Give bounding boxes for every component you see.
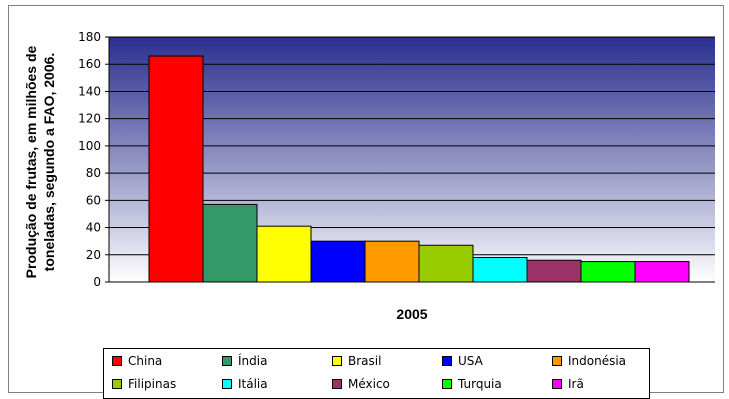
y-tick-label: 0	[93, 275, 101, 289]
legend-item: México	[332, 377, 390, 391]
y-tick-label: 180	[78, 30, 101, 44]
chart-frame: 0 20 40 60 80 100 120 140 160 180 Produção de fru…	[8, 5, 724, 399]
legend-label: Irã	[568, 377, 584, 391]
legend-swatch	[332, 379, 342, 389]
legend-swatch	[112, 379, 122, 389]
bar-3	[256, 225, 312, 283]
legend-label: Turquia	[458, 377, 502, 391]
legend-label: Indonésia	[568, 354, 627, 368]
bar-5	[364, 240, 420, 283]
y-tick-label: 140	[78, 84, 101, 98]
legend-item: Itália	[222, 377, 268, 391]
y-axis-label-line1: Produção de frutas, em milhões de	[23, 45, 39, 278]
y-ticks: 0 20 40 60 80 100 120 140 160 180	[78, 30, 109, 289]
legend-swatch	[442, 356, 452, 366]
bar-1	[148, 55, 204, 283]
legend: China Índia Brasil USA Indonésia Filipinas Itá…	[103, 348, 650, 399]
legend-swatch	[222, 379, 232, 389]
y-tick-label: 120	[78, 112, 101, 126]
bar-7	[472, 257, 528, 283]
legend-swatch	[552, 356, 562, 366]
legend-item: Brasil	[332, 354, 381, 368]
x-axis-label: 2005	[396, 306, 427, 322]
bar-2	[202, 203, 258, 283]
y-tick-label: 40	[86, 221, 101, 235]
legend-label: México	[348, 377, 390, 391]
legend-item: China	[112, 354, 162, 368]
bar-4	[310, 240, 366, 283]
y-tick-label: 100	[78, 139, 101, 153]
legend-item: Turquia	[442, 377, 502, 391]
bar-9	[580, 261, 636, 283]
legend-swatch	[552, 379, 562, 389]
y-tick-label: 160	[78, 57, 101, 71]
legend-swatch	[332, 356, 342, 366]
legend-item: Irã	[552, 377, 584, 391]
y-axis-label-line2: toneladas, segundo a FAO, 2006.	[41, 53, 57, 272]
legend-item: USA	[442, 354, 483, 368]
legend-swatch	[222, 356, 232, 366]
chart-svg: 0 20 40 60 80 100 120 140 160 180 Produção de fru…	[23, 30, 715, 322]
legend-item: Filipinas	[112, 377, 176, 391]
bar-6	[418, 244, 474, 283]
bar-8	[526, 259, 582, 283]
y-tick-label: 60	[86, 193, 101, 207]
legend-swatch	[442, 379, 452, 389]
legend-label: USA	[458, 354, 483, 368]
legend-label: Brasil	[348, 354, 382, 368]
legend-label: Índia	[238, 354, 268, 368]
y-tick-label: 20	[86, 248, 101, 262]
legend-label: China	[128, 354, 163, 368]
legend-label: Filipinas	[128, 377, 177, 391]
bar-10	[634, 261, 690, 283]
y-tick-label: 80	[86, 166, 101, 180]
legend-label: Itália	[238, 377, 268, 391]
legend-item: Indonésia	[552, 354, 626, 368]
legend-swatch	[112, 356, 122, 366]
legend-item: Índia	[222, 354, 267, 368]
bars	[148, 55, 690, 283]
